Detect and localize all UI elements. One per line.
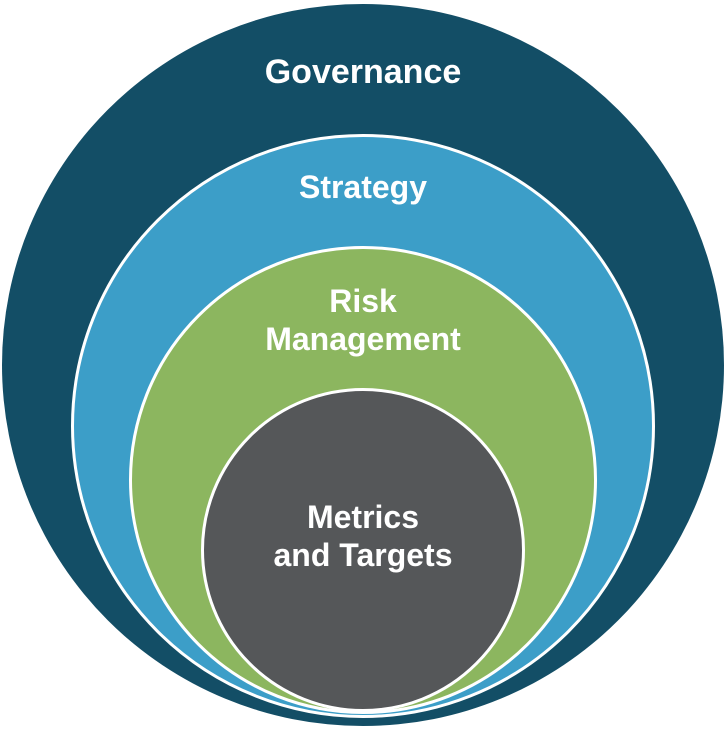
governance-label: Governance <box>265 52 462 93</box>
metrics-targets-label: Metrics and Targets <box>274 498 453 575</box>
risk-management-label: Risk Management <box>265 282 461 359</box>
strategy-label: Strategy <box>299 168 427 206</box>
